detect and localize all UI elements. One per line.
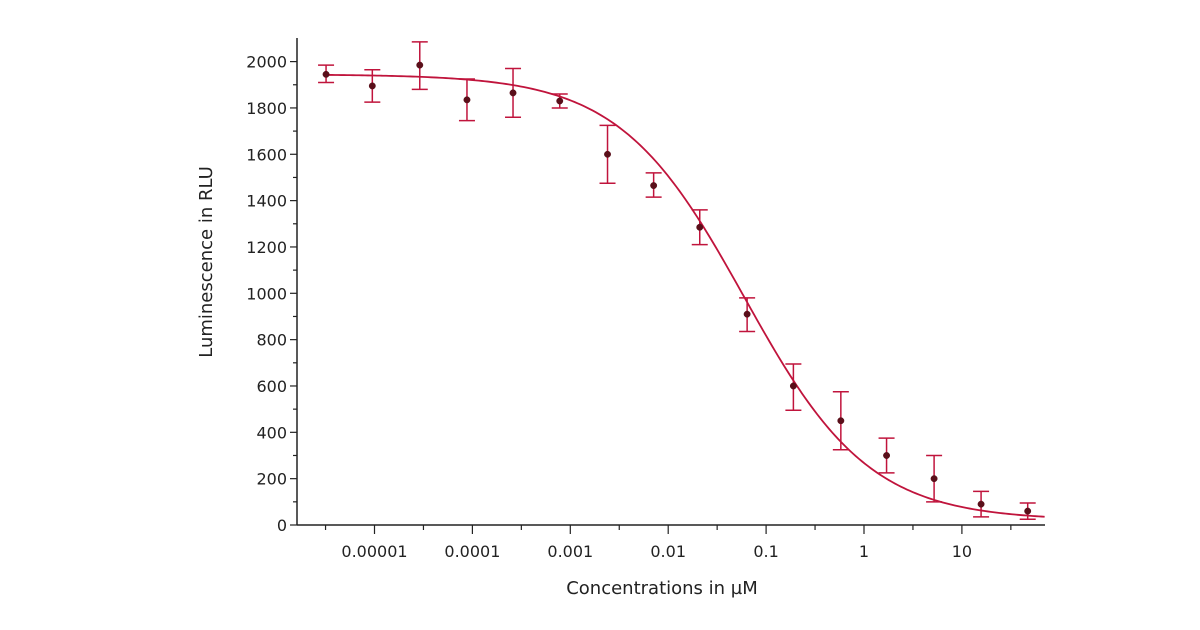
x-tick-label: 0.00001 xyxy=(341,542,407,561)
y-tick-label: 2000 xyxy=(246,53,287,72)
fit-curve xyxy=(326,74,1045,518)
y-tick-label: 1400 xyxy=(246,192,287,211)
y-axis-title: Luminescence in RLU xyxy=(196,166,217,358)
error-bars-layer xyxy=(318,41,1036,520)
x-tick-label: 0.1 xyxy=(753,542,778,561)
y-tick-label: 200 xyxy=(256,470,287,489)
data-point xyxy=(416,61,424,69)
data-point xyxy=(930,475,938,483)
data-point xyxy=(322,70,330,78)
data-point xyxy=(743,310,751,318)
x-axis: 0.00001 0.0001 0.001 0.01 0.1 1 10 xyxy=(297,524,1045,561)
data-point xyxy=(883,452,891,459)
x-tick-label: 1 xyxy=(859,542,869,561)
y-tick-label: 1800 xyxy=(246,99,287,118)
data-point xyxy=(604,150,611,158)
x-axis-title: Concentrations in µM xyxy=(566,578,758,599)
data-point xyxy=(696,223,704,231)
data-points-layer xyxy=(322,61,1032,515)
y-tick-label: 0 xyxy=(277,516,287,535)
y-tick-label: 800 xyxy=(256,331,287,350)
data-point xyxy=(509,89,517,97)
y-tick-label: 1000 xyxy=(246,284,287,303)
data-point xyxy=(463,96,471,104)
y-tick-label: 400 xyxy=(256,423,287,442)
x-tick-label: 0.001 xyxy=(547,542,593,561)
y-axis: 0 200 400 600 800 1000 1200 1400 1600 1800 2000 xyxy=(246,38,298,535)
x-tick-label: 0.0001 xyxy=(444,542,500,561)
x-tick-label: 10 xyxy=(952,542,972,561)
data-point xyxy=(368,82,376,90)
y-tick-label: 1200 xyxy=(246,238,287,257)
fit-curve-layer xyxy=(326,74,1045,518)
data-point xyxy=(837,417,845,425)
data-point xyxy=(1024,507,1032,515)
data-point xyxy=(977,500,985,508)
y-tick-label: 1600 xyxy=(246,145,287,164)
data-point xyxy=(650,182,658,190)
data-point xyxy=(789,382,797,390)
data-point xyxy=(556,97,564,105)
y-tick-label: 600 xyxy=(256,377,287,396)
x-tick-label: 0.01 xyxy=(650,542,686,561)
